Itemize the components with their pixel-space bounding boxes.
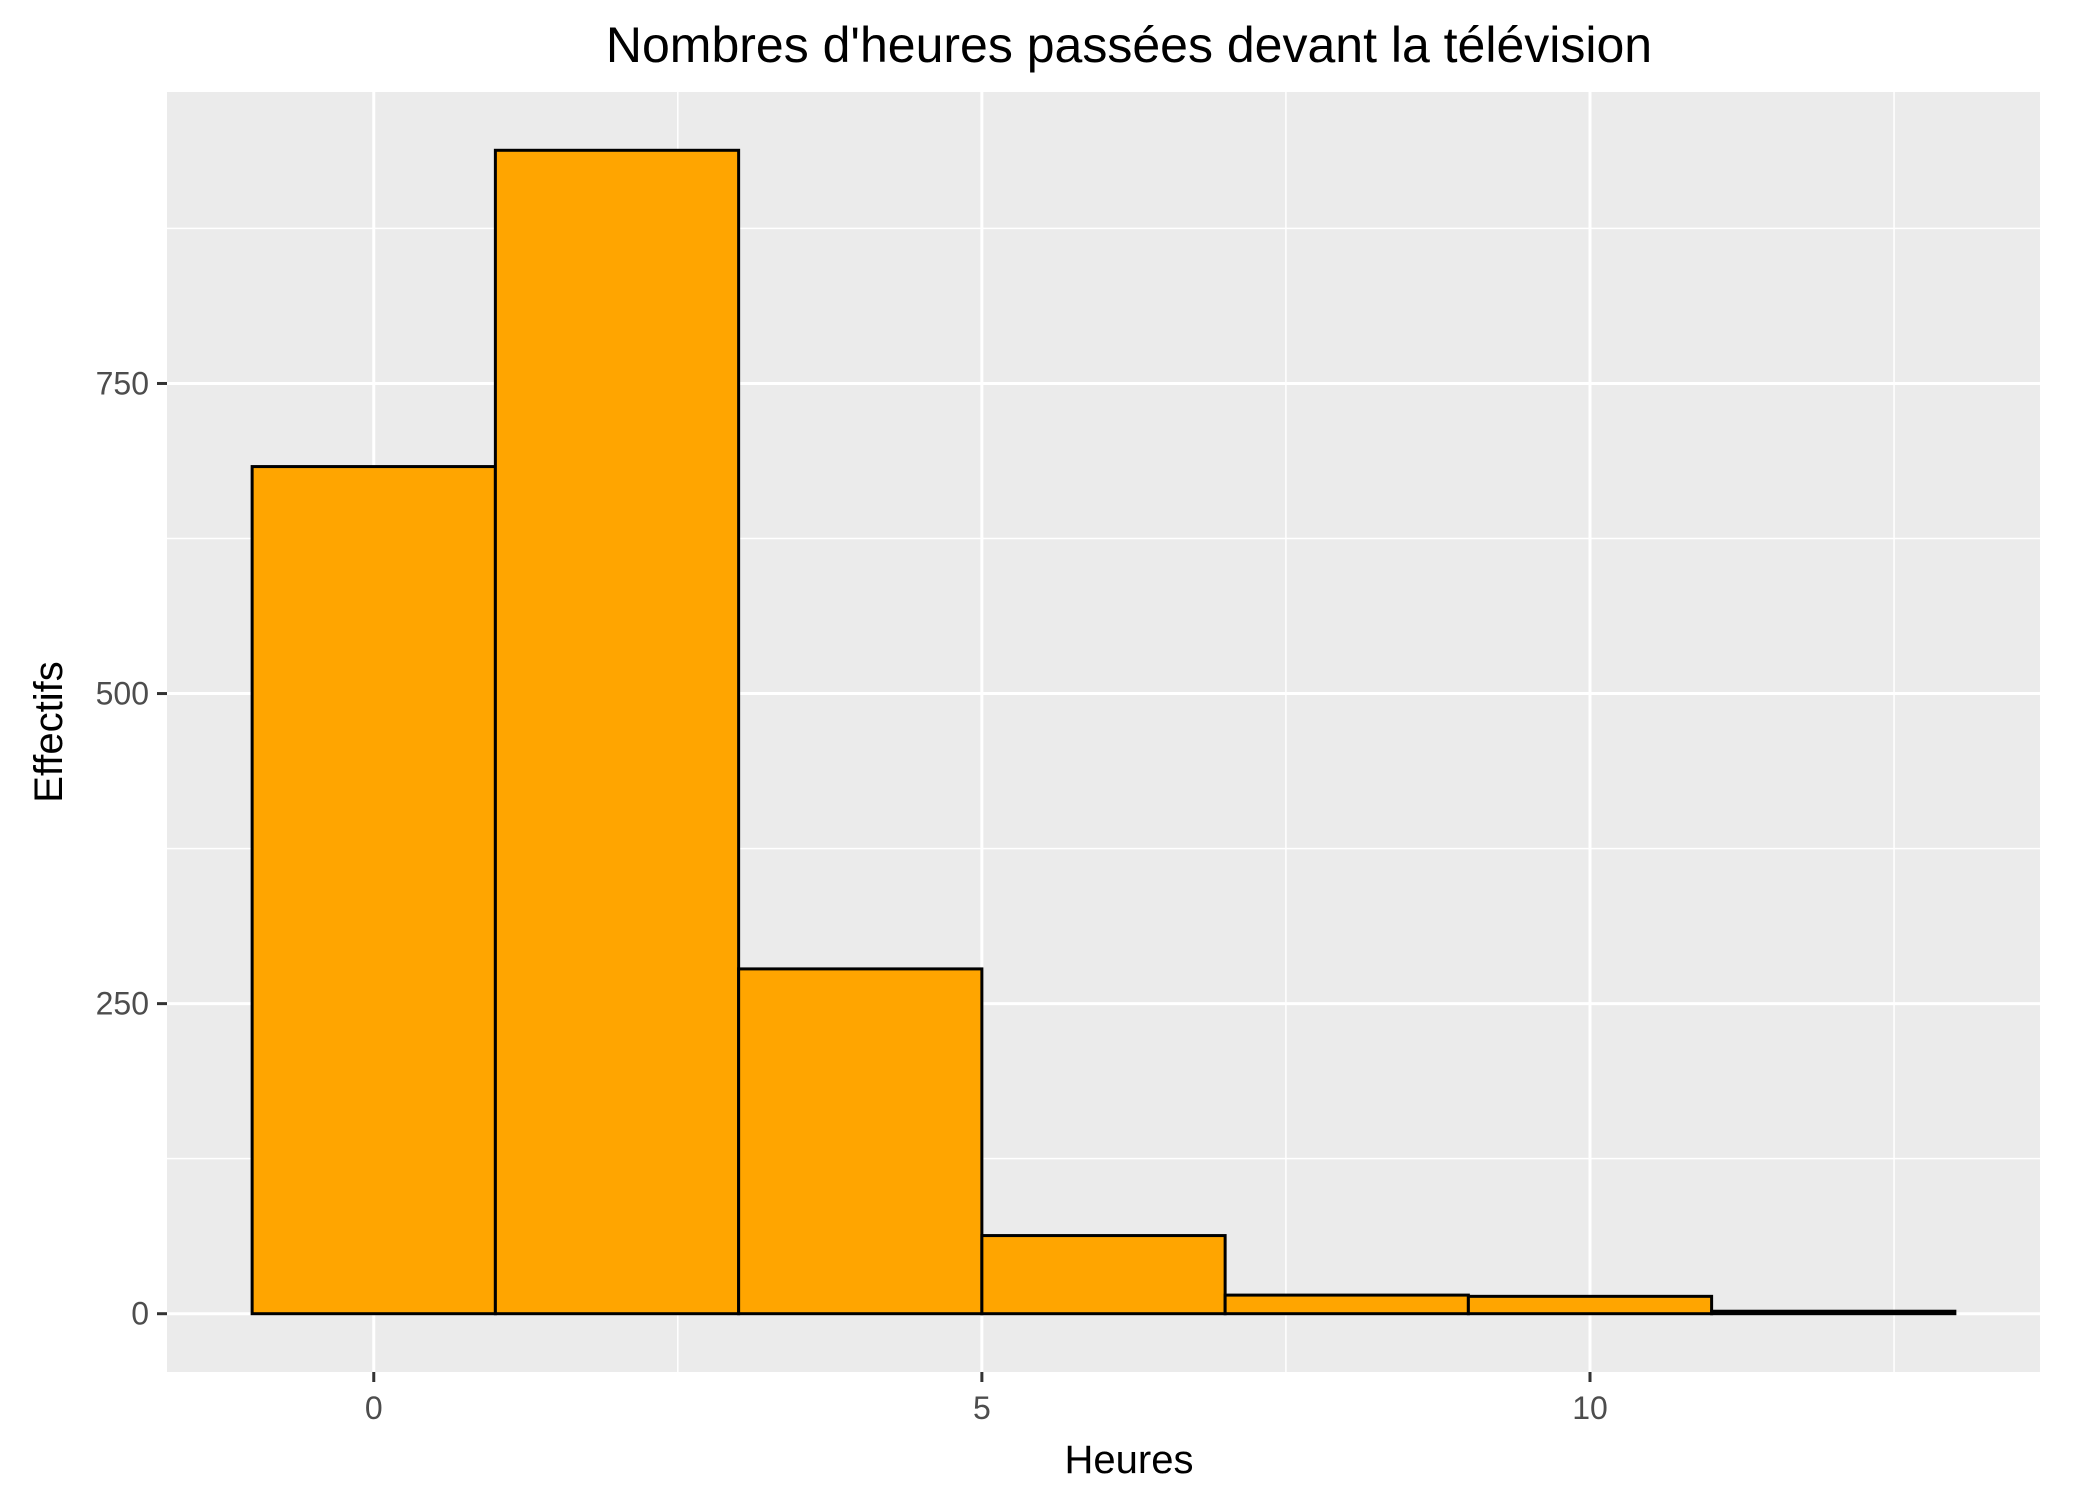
histogram-bar	[1223, 1293, 1470, 1316]
histogram-bar	[1710, 1309, 1957, 1316]
y-tick-label: 0	[131, 1296, 149, 1332]
y-tick-label: 750	[96, 365, 149, 401]
x-axis-title: Heures	[1065, 1438, 1194, 1482]
x-axis-ticks: 0 5 10	[365, 1372, 1608, 1426]
y-tick-label: 250	[96, 986, 149, 1022]
y-axis-ticks: 0 250 500 750	[96, 365, 167, 1332]
histogram-bar	[737, 967, 984, 1316]
x-tick-label: 10	[1572, 1390, 1608, 1426]
y-axis-title: Effectifs	[27, 661, 71, 803]
histogram-bar	[493, 148, 741, 1316]
x-tick-label: 5	[973, 1390, 991, 1426]
chart-title: Nombres d'heures passées devant la télév…	[606, 17, 1652, 73]
x-tick-label: 0	[365, 1390, 383, 1426]
y-tick-label: 500	[96, 676, 149, 712]
histogram-bar	[250, 465, 497, 1316]
histogram-bar	[980, 1234, 1227, 1316]
histogram-bar	[1466, 1294, 1714, 1316]
bars	[250, 148, 1957, 1316]
